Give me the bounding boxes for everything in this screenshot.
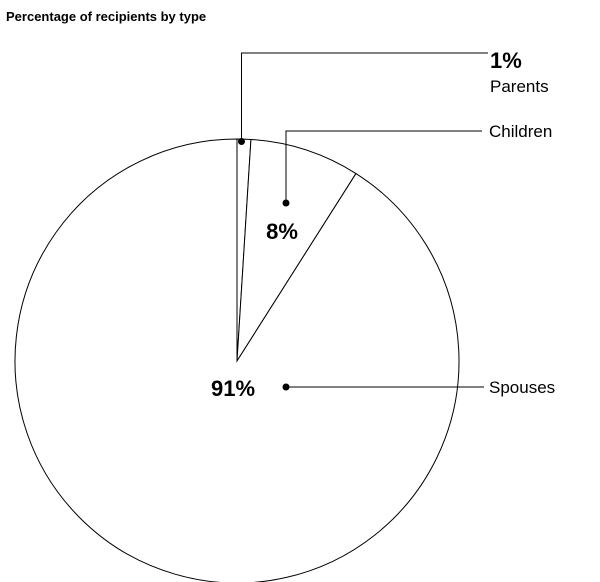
leader-dot-children [282, 199, 290, 207]
leader-dot-spouses [282, 383, 290, 391]
category-label-spouses: Spouses [489, 378, 555, 397]
category-label-children: Children [489, 122, 552, 141]
category-label-parents: Parents [490, 77, 549, 96]
pie-slices [14, 138, 460, 582]
leader-line-children [285, 130, 482, 203]
pie-slice-spouses [14, 138, 460, 582]
leader-line-parents [241, 52, 488, 142]
chart-title: Percentage of recipients by type [6, 9, 207, 24]
data-label-parents: 1% [490, 48, 522, 73]
leader-dot-parents [238, 138, 245, 145]
pie-callouts: 1% Parents 8% Children 91% Spouses [211, 48, 555, 401]
pie-slice-children [236, 138, 357, 362]
data-label-children: 8% [266, 219, 298, 244]
data-label-spouses: 91% [211, 376, 255, 401]
